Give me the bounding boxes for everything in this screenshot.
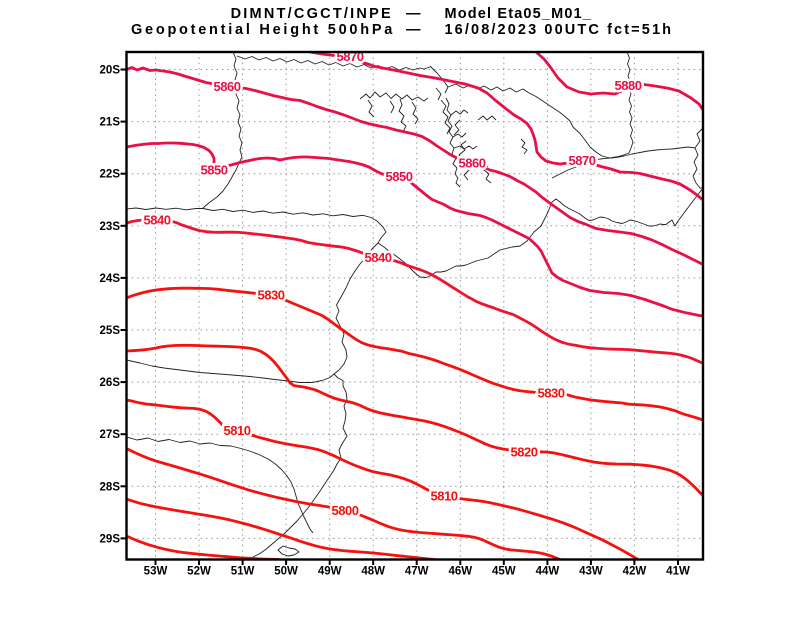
- svg-text:41W: 41W: [666, 566, 690, 578]
- svg-text:23S: 23S: [100, 221, 121, 233]
- svg-text:43W: 43W: [579, 566, 603, 578]
- svg-text:29S: 29S: [100, 533, 121, 545]
- svg-text:48W: 48W: [361, 566, 385, 578]
- svg-text:24S: 24S: [100, 273, 121, 285]
- svg-text:5830: 5830: [538, 386, 565, 401]
- svg-text:26S: 26S: [100, 377, 121, 389]
- svg-text:50W: 50W: [274, 566, 298, 578]
- svg-text:27S: 27S: [100, 429, 121, 441]
- svg-text:5840: 5840: [144, 213, 171, 228]
- svg-text:49W: 49W: [318, 566, 342, 578]
- svg-text:5820: 5820: [511, 445, 538, 460]
- svg-text:5830: 5830: [258, 288, 285, 303]
- svg-text:5860: 5860: [459, 156, 486, 171]
- svg-text:5850: 5850: [201, 163, 228, 178]
- svg-text:20S: 20S: [100, 65, 121, 77]
- svg-text:5800: 5800: [332, 503, 359, 518]
- svg-text:28S: 28S: [100, 481, 121, 493]
- svg-text:5850: 5850: [386, 169, 413, 184]
- svg-text:45W: 45W: [492, 566, 516, 578]
- svg-text:51W: 51W: [231, 566, 255, 578]
- svg-text:44W: 44W: [536, 566, 560, 578]
- svg-text:52W: 52W: [187, 566, 211, 578]
- svg-text:21S: 21S: [100, 117, 121, 129]
- svg-text:5840: 5840: [365, 250, 392, 265]
- svg-text:22S: 22S: [100, 169, 121, 181]
- svg-text:5880: 5880: [615, 78, 642, 93]
- svg-text:5810: 5810: [431, 489, 458, 504]
- svg-text:42W: 42W: [623, 566, 647, 578]
- svg-text:5860: 5860: [214, 79, 241, 94]
- svg-text:47W: 47W: [405, 566, 429, 578]
- svg-text:5810: 5810: [224, 423, 251, 438]
- svg-text:53W: 53W: [144, 566, 168, 578]
- svg-text:25S: 25S: [100, 325, 121, 337]
- svg-text:46W: 46W: [448, 566, 472, 578]
- svg-text:5870: 5870: [569, 153, 596, 168]
